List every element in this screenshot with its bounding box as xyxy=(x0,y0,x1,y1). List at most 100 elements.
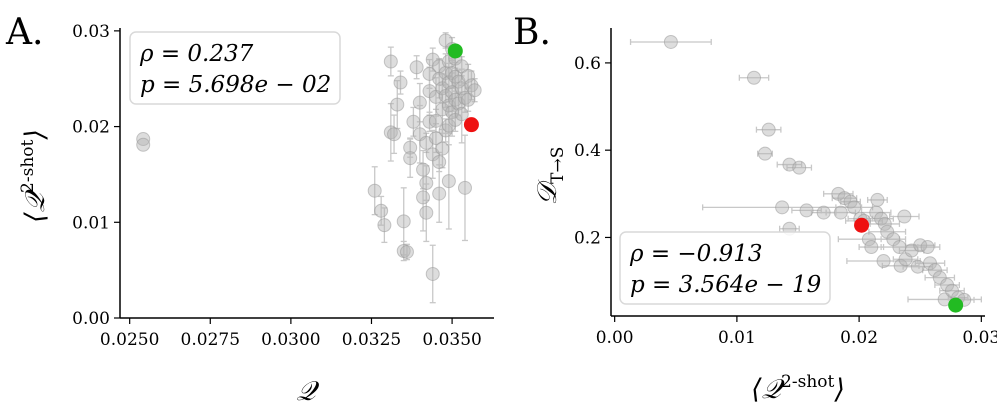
data-point xyxy=(136,132,151,147)
panel-b-x-label-main: ⟨𝒬 xyxy=(751,374,786,405)
data-point xyxy=(457,180,472,195)
data-point xyxy=(416,190,431,205)
data-point xyxy=(425,266,440,281)
red-point xyxy=(854,217,870,233)
data-point xyxy=(799,203,814,218)
data-point xyxy=(387,127,402,142)
data-point xyxy=(892,240,907,255)
panel-b-letter: B. xyxy=(513,12,551,53)
panel-b-y-label-sub: T→S xyxy=(548,147,568,184)
data-point xyxy=(761,122,776,137)
y-tick-label: 0.01 xyxy=(72,213,110,233)
data-point xyxy=(897,209,912,224)
panel-b-y-label: 𝒟T→S xyxy=(532,147,568,206)
data-point xyxy=(904,243,919,258)
data-point xyxy=(432,154,447,169)
x-tick-label: 0.0325 xyxy=(342,330,401,350)
data-point xyxy=(441,174,456,189)
panel-b-y-ticks: 0.2 0.4 0.6 xyxy=(574,54,611,248)
data-point xyxy=(393,75,408,90)
data-point xyxy=(403,140,418,155)
data-point xyxy=(367,183,382,198)
panel-a-y-label-close: ⟩ xyxy=(20,129,51,141)
data-point xyxy=(792,160,807,175)
data-point xyxy=(428,113,443,128)
data-point xyxy=(920,240,935,255)
panel-b: B. 0.00 0.01 0.02 0.03 0.2 0.4 0.6 ρ = −0.913… xyxy=(513,12,997,405)
data-point xyxy=(923,256,937,271)
y-tick-label: 0.2 xyxy=(574,228,601,248)
data-point xyxy=(454,107,469,122)
data-point xyxy=(861,232,876,247)
data-point xyxy=(432,186,447,201)
data-point xyxy=(383,54,398,69)
data-point xyxy=(409,60,424,75)
panel-a-points xyxy=(136,33,482,281)
y-tick-label: 0.00 xyxy=(72,309,110,329)
panel-b-p: p = 3.564e − 19 xyxy=(630,272,821,298)
panel-a-highlights xyxy=(447,43,479,133)
data-point xyxy=(870,192,885,207)
panel-b-x-label-sup: 2-shot xyxy=(781,372,834,392)
green-point xyxy=(447,43,463,59)
panel-b-highlights xyxy=(854,217,964,313)
data-point xyxy=(932,270,947,285)
x-tick-label: 0.0350 xyxy=(422,330,481,350)
panel-b-x-label-close: ⟩ xyxy=(833,374,845,405)
panel-a-x-label: 𝒬 xyxy=(296,376,320,407)
data-point xyxy=(416,162,431,177)
data-point xyxy=(412,95,427,110)
panel-a-y-ticks: 0.00 0.01 0.02 0.03 xyxy=(72,22,120,329)
panel-a-y-label-sup: 2-shot xyxy=(18,140,38,193)
data-point xyxy=(864,240,879,255)
panel-a-x-ticks: 0.0250 0.0275 0.0300 0.0325 0.0350 xyxy=(100,318,482,350)
panel-a-rho: ρ = 0.237 xyxy=(139,41,254,67)
panel-b-stats-box xyxy=(619,231,831,305)
data-point xyxy=(927,263,942,278)
panel-a-stats-box xyxy=(129,31,341,105)
data-point xyxy=(428,131,443,146)
data-point xyxy=(419,176,434,191)
panel-a: A. 0.0250 0.0275 0.0300 0.0325 0.0350 0.000.… xyxy=(5,12,494,407)
y-tick-label: 0.02 xyxy=(72,118,110,138)
data-point xyxy=(399,244,414,259)
panel-a-y-label-main: ⟨𝒬 xyxy=(20,188,51,223)
panel-b-rho: ρ = −0.913 xyxy=(629,241,763,267)
data-point xyxy=(876,254,891,269)
data-point xyxy=(435,141,450,156)
data-point xyxy=(877,216,892,231)
green-point xyxy=(948,297,964,313)
x-tick-label: 0.02 xyxy=(840,328,878,348)
data-point xyxy=(816,205,831,220)
panel-a-letter: A. xyxy=(5,12,43,53)
x-tick-label: 0.0275 xyxy=(181,330,240,350)
panel-b-x-ticks: 0.00 0.01 0.02 0.03 xyxy=(596,316,997,348)
data-point xyxy=(390,97,405,112)
data-point xyxy=(747,70,761,85)
data-point xyxy=(467,83,482,98)
panel-b-x-label: ⟨𝒬2-shot⟩ xyxy=(751,372,845,405)
data-point xyxy=(833,205,848,220)
data-point xyxy=(403,151,418,166)
data-point xyxy=(910,259,925,274)
panel-a-p: p = 5.698e − 02 xyxy=(140,72,331,98)
data-point xyxy=(396,214,411,229)
data-point xyxy=(940,278,955,293)
x-tick-label: 0.01 xyxy=(718,328,756,348)
y-tick-label: 0.03 xyxy=(72,22,110,42)
data-point xyxy=(775,200,790,215)
red-point xyxy=(463,117,479,133)
data-point xyxy=(758,146,772,161)
data-point xyxy=(663,34,678,49)
data-point xyxy=(136,137,151,152)
data-point xyxy=(374,203,389,218)
panel-a-y-label: ⟨𝒬2-shot⟩ xyxy=(18,129,51,223)
y-tick-label: 0.4 xyxy=(574,141,601,161)
panel-b-points xyxy=(663,34,972,307)
x-tick-label: 0.03 xyxy=(962,328,997,348)
data-point xyxy=(406,114,421,129)
data-point xyxy=(461,92,476,107)
x-tick-label: 0.0300 xyxy=(261,330,320,350)
data-point xyxy=(377,218,392,233)
x-tick-label: 0.0250 xyxy=(100,330,159,350)
